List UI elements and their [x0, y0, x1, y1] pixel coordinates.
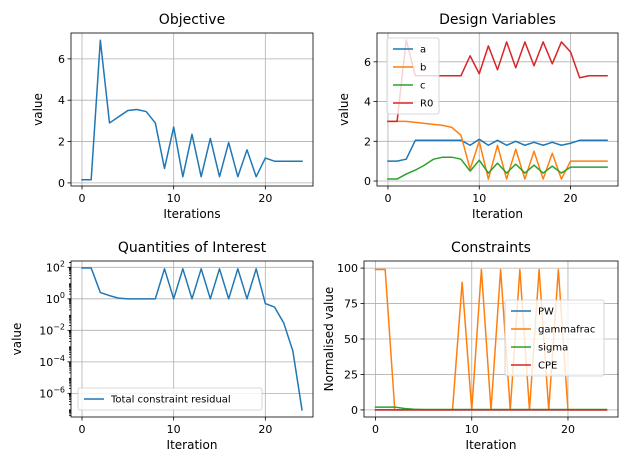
chart-title: Quantities of Interest: [118, 240, 267, 256]
y-tick-label: 2: [58, 136, 65, 149]
y-tick-label: 25: [344, 368, 358, 381]
y-tick-label: 100: [46, 291, 65, 306]
y-tick-label: 102: [46, 259, 65, 274]
y-tick-exponent: −6: [53, 385, 65, 394]
x-tick-label: 0: [372, 423, 379, 436]
legend: Total constraint residual: [77, 387, 263, 411]
axes-frame: [70, 32, 314, 187]
series-line-b: [387, 120, 608, 180]
chart-title: Objective: [159, 12, 225, 28]
y-tick-base: 10: [46, 293, 60, 306]
chart-title: Constraints: [451, 240, 531, 256]
x-tick-label: 20: [561, 423, 575, 436]
y-axis-label: value: [31, 93, 45, 126]
x-axis-label: Iterations: [163, 207, 220, 221]
x-tick-label: 0: [79, 423, 86, 436]
series-line-total-constraint-residual: [81, 267, 303, 411]
y-tick-base: 10: [46, 261, 60, 274]
y-tick-label: 50: [344, 333, 358, 346]
legend-box: [504, 299, 605, 377]
subplot-4: 0 10 20 0 25 50 75 100 Constraints Iteration Norma…: [322, 240, 619, 452]
legend-box: [386, 37, 440, 115]
legend-label: c: [420, 81, 426, 92]
axes-frame: [70, 260, 314, 418]
y-tick-base: 10: [39, 324, 53, 337]
axes-frame: [363, 260, 619, 418]
x-axis-label: Iteration: [167, 438, 218, 452]
legend-label: R0: [420, 99, 433, 110]
x-axis-label: Iteration: [472, 207, 523, 221]
series-line-c: [387, 156, 608, 180]
y-axis-label: value: [337, 93, 351, 126]
legend-label: PW: [538, 307, 554, 318]
y-tick-label: 0: [351, 404, 358, 417]
x-tick-label: 0: [79, 192, 86, 205]
series-line-a: [387, 138, 608, 162]
x-tick-label: 20: [564, 192, 578, 205]
y-tick-label: 100: [337, 262, 358, 275]
y-tick-exponent: −4: [53, 354, 65, 363]
y-tick-label: 4: [58, 94, 65, 107]
legend-label: gammafrac: [538, 325, 595, 336]
series-line-objective: [81, 39, 303, 181]
x-tick-label: 20: [258, 192, 272, 205]
y-tick-label: 10−2: [39, 322, 65, 337]
y-tick-exponent: 0: [60, 291, 65, 300]
y-tick-label: 6: [58, 53, 65, 66]
legend-box: [77, 387, 263, 411]
legend-label: CPE: [538, 361, 557, 372]
subplot-2: 0 10 20 0 2 4 6 Design Variables Iteration value a…: [337, 12, 619, 221]
legend: PW gammafrac sigma CPE: [504, 299, 605, 377]
y-tick-label: 10−6: [39, 385, 65, 400]
x-tick-label: 20: [258, 423, 272, 436]
y-tick-label: 6: [364, 56, 371, 69]
x-tick-label: 0: [384, 192, 391, 205]
axes-frame: [376, 32, 619, 187]
y-tick-label: 4: [364, 96, 371, 109]
x-tick-label: 10: [167, 423, 181, 436]
y-tick-label: 0: [58, 177, 65, 190]
x-tick-label: 10: [167, 192, 181, 205]
x-tick-label: 10: [472, 192, 486, 205]
x-tick-label: 10: [465, 423, 479, 436]
y-tick-label: 75: [344, 298, 358, 311]
legend: abc R0: [386, 37, 440, 115]
y-tick-base: 10: [39, 387, 53, 400]
y-tick-exponent: 2: [60, 259, 65, 268]
y-tick-base: 10: [39, 356, 53, 369]
y-axis-label: value: [10, 323, 24, 356]
y-tick-label: 10−4: [39, 354, 65, 369]
legend-label: a: [420, 45, 426, 56]
chart-title: Design Variables: [439, 12, 556, 28]
x-axis-label: Iteration: [466, 438, 517, 452]
y-tick-label: 0: [364, 175, 371, 188]
y-tick-exponent: −2: [53, 322, 65, 331]
legend-label: b: [420, 63, 426, 74]
legend-label: Total constraint residual: [110, 395, 231, 406]
legend-label: sigma: [538, 343, 568, 354]
y-axis-label: Normalised value: [322, 287, 336, 392]
y-tick-label: 2: [364, 135, 371, 148]
subplot-1: 0 10 20 0 2 4 6 Objective Iterations value: [31, 12, 314, 221]
